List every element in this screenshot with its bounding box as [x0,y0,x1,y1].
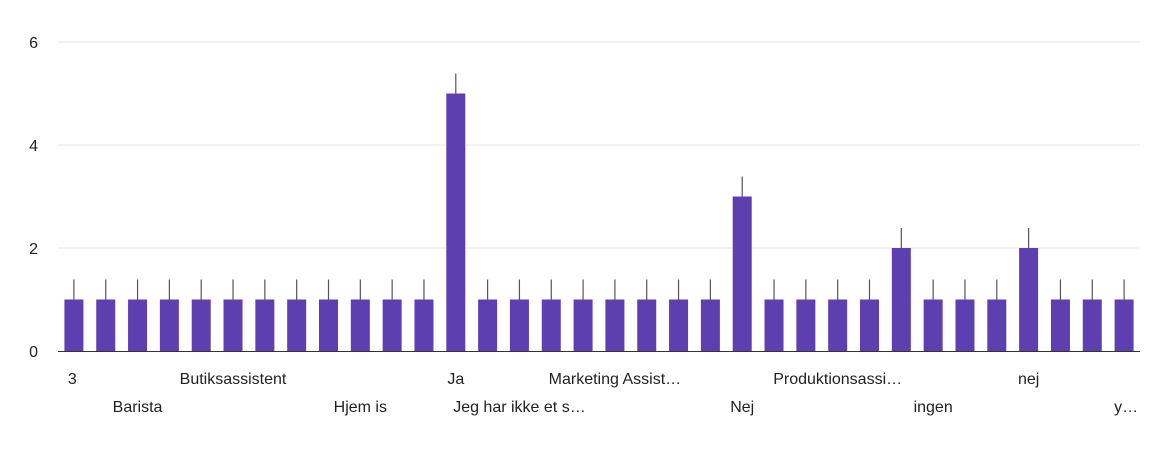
bar-30 [1019,248,1039,351]
bar-9 [350,299,370,351]
bar-29 [987,299,1007,351]
x-axis-category-labels: 3 Barista Butiksassistent Hjem is Ja Jeg har … [68,371,1138,416]
x-category-label-24: Produktionsassi… [773,371,902,388]
x-category-label-2: Barista [113,399,163,416]
bar-6 [255,299,275,351]
bar-32 [1082,299,1102,351]
bar-8 [319,299,338,351]
x-category-label-5: Butiksassistent [180,371,287,388]
bar-20 [700,299,720,351]
bar-33 [1114,299,1134,351]
bar-25 [860,299,879,351]
bar-10 [382,299,402,351]
bar-2 [128,299,148,351]
x-category-label-12: Ja [447,371,464,388]
x-category-label-27: ingen [914,399,953,416]
bar-12 [446,93,466,351]
bar-19 [669,299,689,351]
bar-28 [955,299,975,351]
bar-5 [223,299,243,351]
bars [64,93,1134,351]
bar-24 [828,299,848,351]
bar-0 [64,299,84,351]
bar-7 [287,299,307,351]
bar-13 [478,299,498,351]
bar-31 [1050,299,1070,351]
bar-4 [191,299,211,351]
x-category-label-0: 3 [68,371,77,388]
bar-15 [541,299,561,351]
bar-3 [159,299,179,351]
bar-27 [923,299,943,351]
y-tick-label-4: 4 [29,138,38,155]
x-category-label-33: y… [1114,399,1138,416]
bar-16 [573,299,593,351]
x-category-label-9: Hjem is [334,399,387,416]
x-category-label-30: nej [1018,371,1039,388]
bar-11 [414,299,434,351]
bar-18 [637,299,657,351]
x-category-label-21: Nej [730,399,754,416]
y-tick-label-2: 2 [29,241,38,258]
bar-17 [605,299,625,351]
bar-22 [764,299,784,351]
x-category-label-17: Marketing Assist… [549,371,681,388]
bar-14 [509,299,529,351]
y-axis-tick-labels: 0 2 4 6 [29,35,38,361]
gridlines [58,41,1140,249]
y-tick-label-0: 0 [29,344,38,361]
error-bars [73,73,1125,300]
y-tick-label-6: 6 [29,35,38,52]
bar-1 [96,299,116,351]
bar-26 [891,248,911,351]
x-category-label-14: Jeg har ikke et s… [453,399,586,416]
bar-23 [796,299,816,351]
bar-21 [732,196,752,351]
